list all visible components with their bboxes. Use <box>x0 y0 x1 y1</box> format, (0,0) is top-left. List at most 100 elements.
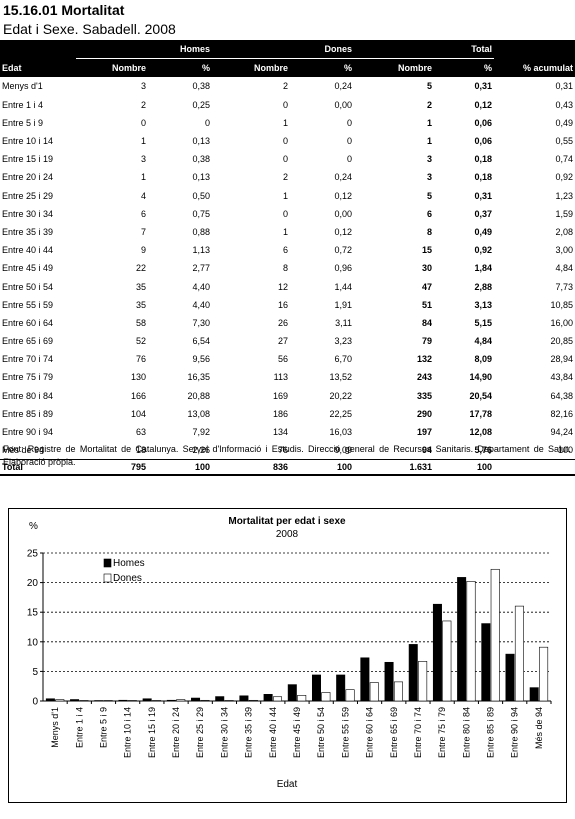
total-nombre-cell: 5 <box>427 190 433 201</box>
age-cell: Entre 80 i 84 <box>2 390 54 401</box>
homes-nombre-cell: 2 <box>140 99 146 110</box>
group-header-total: Total <box>354 40 495 60</box>
table-row: Entre 35 i 39 7 0,88 1 0,12 8 0,49 2,08 <box>0 223 575 241</box>
bar-homes <box>311 674 321 702</box>
homes-pct-cell: 2,77 <box>192 263 211 274</box>
dones-pct-cell: 22,25 <box>329 408 353 419</box>
age-cell: Entre 70 i 74 <box>2 354 54 365</box>
total-total-nombre: 1.631 <box>354 459 435 477</box>
dones-nombre-cell: 26 <box>278 317 289 328</box>
dones-pct-cell: 0 <box>347 154 353 165</box>
total-pct-cell: 2,88 <box>474 281 493 292</box>
homes-pct-cell: 2,26 <box>192 445 211 456</box>
acumulat-cell: 43,84 <box>550 372 574 383</box>
x-tick-label: Entre 40 i 44 <box>268 707 278 758</box>
chart-frame: Mortalitat per edat i sexe 2008% 0 5 10 15 20 2… <box>8 508 567 803</box>
total-nombre-cell: 3 <box>427 172 433 183</box>
acumulat-cell: 4,84 <box>555 263 574 274</box>
age-cell: Entre 60 i 64 <box>2 317 54 328</box>
bar-dones <box>466 580 476 702</box>
total-label: Total <box>0 459 76 477</box>
total-nombre-cell: 1 <box>427 136 433 147</box>
dones-pct-cell: 16,03 <box>329 427 353 438</box>
dones-nombre-cell: 134 <box>272 427 289 438</box>
homes-pct-cell: 0,25 <box>192 99 211 110</box>
total-nombre-cell: 94 <box>422 445 433 456</box>
acumulat-cell: 94,24 <box>550 427 574 438</box>
total-nombre-cell: 2 <box>427 99 433 110</box>
x-tick-label: Entre 35 i 39 <box>244 707 254 758</box>
x-tick-label: Entre 20 i 24 <box>171 707 181 758</box>
homes-nombre-cell: 130 <box>130 372 146 383</box>
bar-dones <box>176 699 186 702</box>
x-tick-label: Entre 10 i 14 <box>123 707 133 758</box>
x-axis-label: Edat <box>277 779 298 790</box>
total-row: Total 795 100 836 100 1.631 100 <box>0 459 575 477</box>
x-tick-label: Menys d'1 <box>50 707 60 748</box>
acumulat-cell: 0,43 <box>555 99 574 110</box>
col-header-dones-nombre: Nombre <box>212 58 291 78</box>
mortality-table: Homes Dones Total Edat Nombre % Nombre %… <box>0 40 575 477</box>
total-pct-cell: 0,06 <box>474 117 493 128</box>
acumulat-cell: 3,00 <box>555 245 574 256</box>
bar-homes <box>142 698 152 702</box>
dones-pct-cell: 9,09 <box>334 445 353 456</box>
homes-nombre-cell: 58 <box>135 317 146 328</box>
mortality-bar-chart: Mortalitat per edat i sexe 2008% 0 5 10 15 20 2… <box>27 516 552 790</box>
table-row: Entre 50 i 54 35 4,40 12 1,44 47 2,88 7,73 <box>0 277 575 295</box>
table-row: Entre 90 i 94 63 7,92 134 16,03 197 12,08 94,24 <box>0 423 575 441</box>
col-header-total-pct: % <box>434 58 495 78</box>
homes-nombre-cell: 3 <box>140 81 146 92</box>
homes-nombre-cell: 9 <box>140 245 146 256</box>
total-dones-pct: 100 <box>290 459 355 477</box>
total-nombre-cell: 1 <box>427 117 433 128</box>
dones-pct-cell: 0,24 <box>334 172 353 183</box>
homes-pct-cell: 6,54 <box>192 336 211 347</box>
y-tick-label: 10 <box>27 637 39 648</box>
table-row: Entre 65 i 69 52 6,54 27 3,23 79 4,84 20,85 <box>0 332 575 350</box>
total-nombre-cell: 5 <box>427 81 433 92</box>
bar-dones <box>127 700 137 702</box>
bar-dones <box>152 700 162 702</box>
bar-homes <box>408 644 418 702</box>
total-pct-cell: 12,08 <box>469 427 493 438</box>
legend-swatch-dones <box>103 573 112 583</box>
total-nombre-cell: 6 <box>427 208 433 219</box>
bar-dones <box>418 661 428 702</box>
bar-homes <box>505 653 515 702</box>
homes-nombre-cell: 4 <box>140 190 146 201</box>
age-cell: Entre 1 i 4 <box>2 99 44 110</box>
acumulat-cell: 20,85 <box>550 336 574 347</box>
bar-homes <box>360 657 370 702</box>
table-row: Entre 85 i 89 104 13,08 186 22,25 290 17,78 82,… <box>0 405 575 423</box>
age-cell: Entre 25 i 29 <box>2 190 54 201</box>
bar-homes <box>215 696 225 702</box>
bar-dones <box>224 700 234 702</box>
bar-dones <box>55 699 65 702</box>
table-row: Entre 30 i 34 6 0,75 0 0,00 6 0,37 1,59 <box>0 205 575 223</box>
table-row: Més de 94 18 2,26 76 9,09 94 5,76 100 <box>0 441 575 460</box>
bar-homes <box>287 684 297 702</box>
total-acumulat <box>494 459 575 477</box>
col-header-total-nombre: Nombre <box>354 58 435 78</box>
homes-pct-cell: 20,88 <box>187 390 211 401</box>
acumulat-cell: 1,23 <box>555 190 574 201</box>
bar-dones <box>273 696 283 702</box>
homes-pct-cell: 4,40 <box>192 281 211 292</box>
y-tick-label: 15 <box>27 608 39 619</box>
col-header-dones-pct: % <box>290 58 355 78</box>
dones-nombre-cell: 76 <box>278 445 289 456</box>
age-cell: Entre 15 i 19 <box>2 154 54 165</box>
total-pct-cell: 14,90 <box>469 372 493 383</box>
dones-pct-cell: 20,22 <box>329 390 353 401</box>
total-pct-cell: 5,76 <box>474 445 493 456</box>
dones-pct-cell: 0,72 <box>334 245 353 256</box>
table-row: Entre 45 i 49 22 2,77 8 0,96 30 1,84 4,84 <box>0 259 575 277</box>
table-row: Entre 55 i 59 35 4,40 16 1,91 51 3,13 10,85 <box>0 296 575 314</box>
homes-nombre-cell: 166 <box>130 390 146 401</box>
total-homes-pct: 100 <box>148 459 213 477</box>
homes-nombre-cell: 6 <box>140 208 146 219</box>
bar-homes <box>336 674 346 702</box>
group-header-row: Homes Dones Total <box>0 40 575 60</box>
age-cell: Entre 90 i 94 <box>2 427 54 438</box>
